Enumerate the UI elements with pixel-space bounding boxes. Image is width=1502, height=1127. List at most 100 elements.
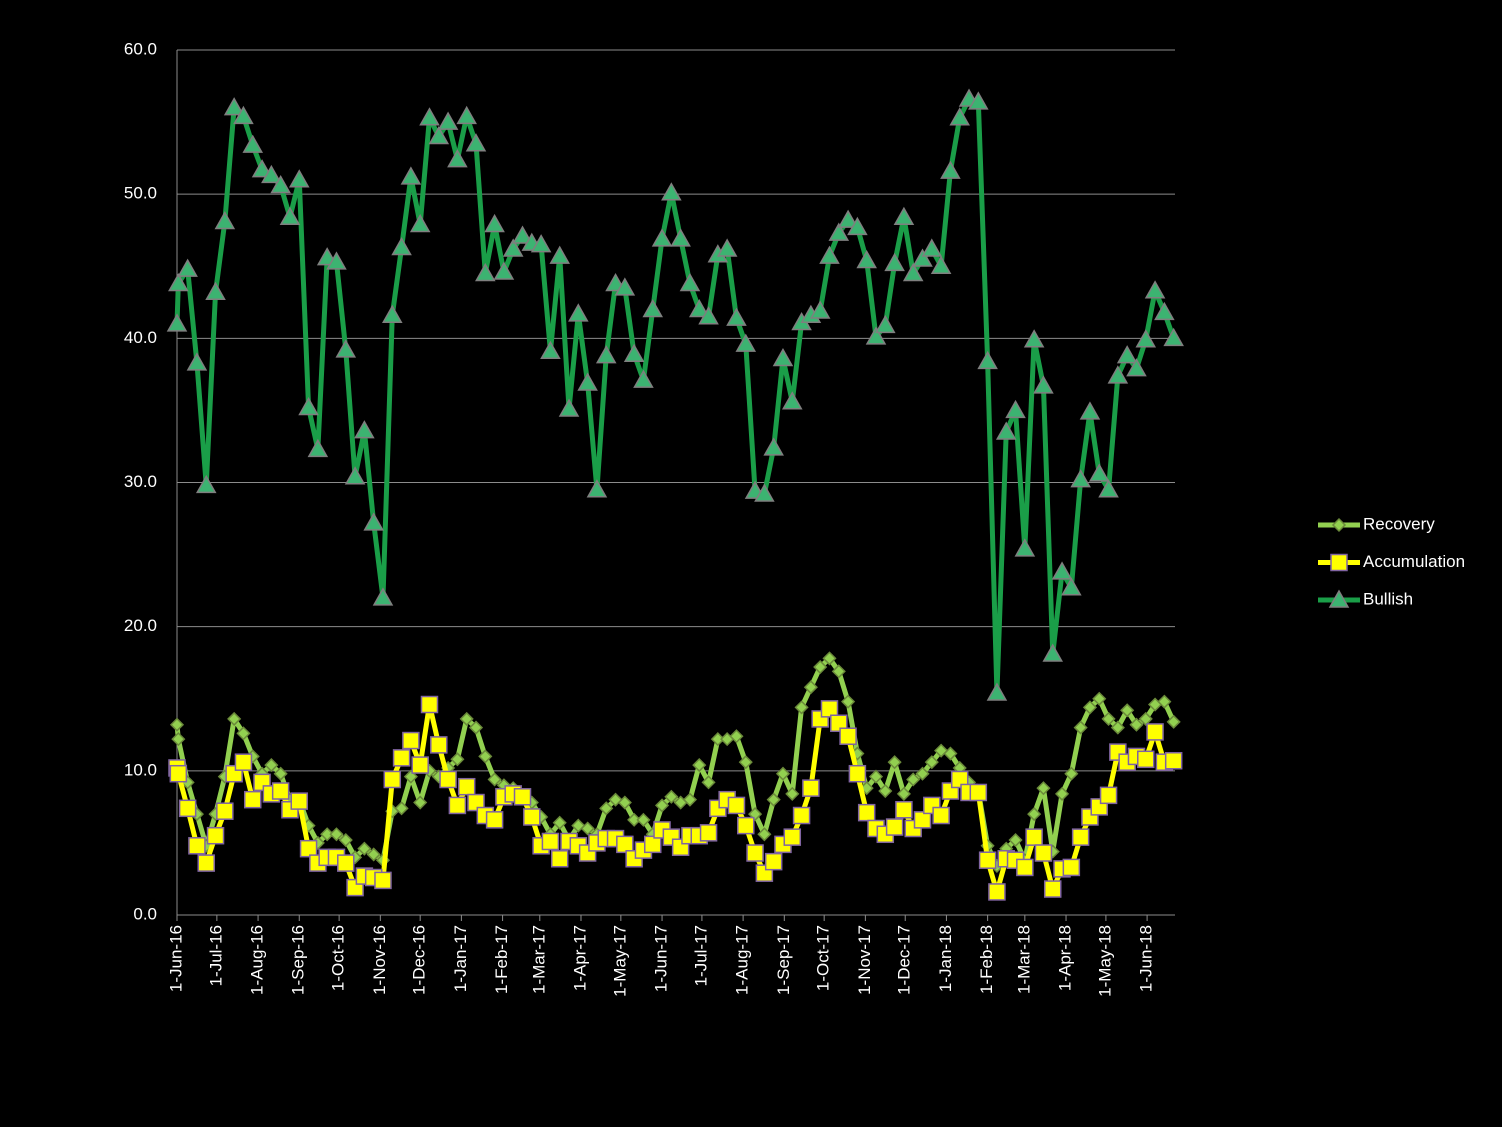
triangle-marker <box>819 245 840 264</box>
triangle-marker <box>930 255 952 274</box>
square-marker <box>299 839 318 858</box>
legend-label: Accumulation <box>1363 552 1465 571</box>
square-marker <box>402 731 420 750</box>
triangle-marker <box>502 238 524 257</box>
square-marker <box>430 736 448 754</box>
diamond-marker <box>468 720 484 735</box>
triangle-marker <box>530 234 552 253</box>
triangle-marker <box>856 249 877 269</box>
square-marker <box>383 770 402 789</box>
diamond-marker <box>264 758 279 773</box>
diamond-marker <box>934 743 949 758</box>
triangle-marker <box>1014 538 1036 557</box>
square-marker <box>848 764 867 783</box>
y-tick-label: 30.0 <box>124 472 157 491</box>
triangle-marker <box>437 111 459 130</box>
triangle-marker <box>809 300 831 319</box>
x-tick-label: 1-Oct-16 <box>329 925 348 991</box>
series <box>166 88 1184 701</box>
triangle-marker <box>651 228 673 247</box>
diamond-marker <box>552 815 567 830</box>
diamond-marker <box>803 680 818 695</box>
diamond-marker <box>1120 703 1135 718</box>
triangle-marker <box>326 251 347 270</box>
square-marker <box>885 818 904 836</box>
triangle-marker <box>614 277 636 296</box>
x-tick-label: 1-Jan-18 <box>936 925 955 992</box>
diamond-marker <box>831 664 846 679</box>
triangle-marker <box>995 421 1017 440</box>
diamond-marker <box>878 783 893 799</box>
diamond-marker <box>785 786 800 801</box>
diamond-marker <box>841 694 856 709</box>
triangle-marker <box>1023 329 1045 348</box>
x-tick-label: 1-Mar-18 <box>1014 925 1033 994</box>
triangle-marker <box>270 174 291 194</box>
square-marker <box>913 811 932 829</box>
triangle-marker <box>1033 375 1054 394</box>
triangle-marker <box>1088 463 1110 482</box>
diamond-marker <box>273 766 288 781</box>
y-tick-label: 60.0 <box>124 39 157 58</box>
triangle-marker <box>865 326 887 345</box>
diamond-marker <box>896 786 911 801</box>
square-marker <box>839 727 857 745</box>
diamond-marker <box>813 659 828 675</box>
square-marker <box>969 783 988 802</box>
triangle-marker <box>354 420 375 439</box>
square-marker <box>1099 786 1118 805</box>
square-marker <box>178 799 197 818</box>
triangle-marker <box>716 238 738 257</box>
triangle-marker <box>168 273 189 292</box>
square-marker <box>895 801 913 819</box>
x-tick-label: 1-Jul-17 <box>691 925 710 986</box>
diamond-marker <box>1036 781 1051 796</box>
triangle-marker <box>875 314 896 334</box>
diamond-marker <box>1054 786 1070 801</box>
diamond-marker <box>1092 691 1107 706</box>
x-tick-label: 1-Feb-17 <box>492 925 511 994</box>
diamond-marker <box>1138 711 1153 726</box>
diamond-marker <box>1166 714 1181 729</box>
triangle-marker <box>493 261 515 280</box>
triangle-marker <box>595 345 617 364</box>
square-marker <box>448 796 467 815</box>
triangle-marker <box>661 182 682 201</box>
triangle-marker <box>288 169 310 188</box>
y-tick-label: 10.0 <box>124 760 157 779</box>
triangle-marker <box>1042 643 1064 662</box>
diamond-marker <box>729 729 744 744</box>
triangle-marker <box>688 298 710 318</box>
triangle-marker <box>242 134 264 153</box>
diamond-marker <box>1110 720 1125 735</box>
square-marker <box>950 770 969 789</box>
x-tick-label: 1-Apr-17 <box>570 925 589 991</box>
square-marker <box>746 844 764 862</box>
diamond-marker <box>450 752 465 767</box>
triangle-marker <box>902 262 924 282</box>
diamond-marker <box>1073 720 1088 735</box>
x-tick-label: 1-Aug-17 <box>733 925 752 995</box>
diamond-marker <box>775 766 791 781</box>
square-marker <box>727 796 746 815</box>
square-marker <box>616 835 634 854</box>
x-tick-label: 1-Sep-16 <box>289 925 308 995</box>
square-marker <box>978 851 997 869</box>
square-marker <box>643 835 662 854</box>
diamond-marker <box>636 812 651 827</box>
triangle-marker <box>363 512 384 531</box>
series-line <box>174 96 1177 696</box>
square-marker <box>783 828 802 846</box>
triangle-marker <box>1135 329 1157 348</box>
square-marker <box>392 749 411 767</box>
square-marker <box>1062 858 1081 877</box>
diamond-marker <box>1331 517 1347 533</box>
triangle-marker <box>828 222 850 241</box>
triangle-marker <box>419 107 440 126</box>
triangle-marker <box>1051 561 1073 580</box>
triangle-marker <box>837 209 859 228</box>
triangle-marker <box>893 206 915 225</box>
triangle-marker <box>409 213 431 233</box>
square-marker <box>541 832 560 851</box>
triangle-marker <box>1107 365 1129 384</box>
